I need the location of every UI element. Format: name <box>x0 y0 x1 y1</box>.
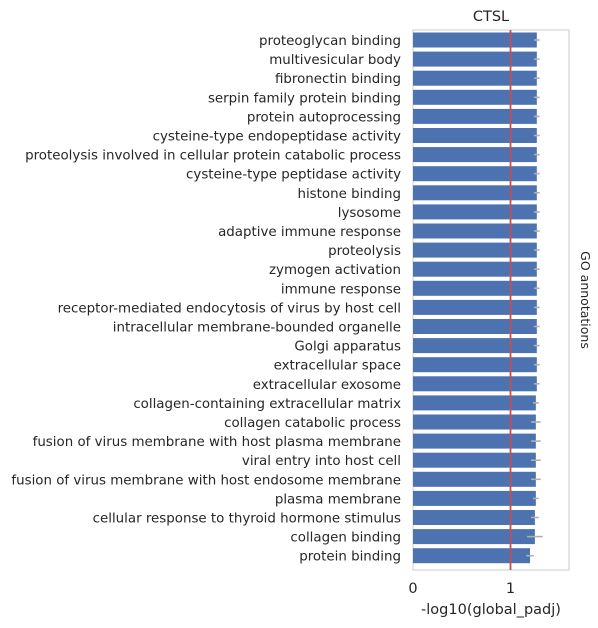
category-label: extracellular exosome <box>253 378 401 393</box>
bar <box>413 472 536 487</box>
bar <box>413 376 537 391</box>
bar <box>413 33 537 48</box>
side-label: GO annotations <box>578 251 593 349</box>
bar <box>413 434 536 449</box>
bar <box>413 319 537 334</box>
category-label: cysteine-type peptidase activity <box>186 168 401 183</box>
chart-title: CTSL <box>473 9 509 25</box>
category-label: receptor-mediated endocytosis of virus b… <box>58 301 401 316</box>
bar <box>413 262 537 277</box>
category-label: lysosome <box>338 206 401 221</box>
category-label: Golgi apparatus <box>294 340 401 355</box>
bar <box>413 243 537 258</box>
category-label: proteolysis involved in cellular protein… <box>25 149 401 164</box>
bar <box>413 281 537 296</box>
category-label: proteoglycan binding <box>259 34 401 49</box>
bar <box>413 109 537 124</box>
bar <box>413 491 536 506</box>
category-labels: proteoglycan binding multivesicular body f… <box>11 34 401 565</box>
bar <box>413 204 537 219</box>
category-label: histone binding <box>297 187 401 202</box>
bar <box>413 300 537 315</box>
x-tick-label: 1 <box>506 581 515 597</box>
bar <box>413 166 537 181</box>
category-label: collagen binding <box>290 531 401 546</box>
category-label: proteolysis <box>328 244 401 259</box>
bar <box>413 548 530 563</box>
category-label: fusion of virus membrane with host plasm… <box>33 435 401 450</box>
bar <box>413 453 536 468</box>
category-label: protein autoprocessing <box>247 110 401 125</box>
bar <box>413 529 535 544</box>
category-label: cellular response to thyroid hormone sti… <box>93 512 401 527</box>
bar <box>413 52 537 67</box>
x-tick-label: 0 <box>408 581 417 597</box>
category-label: cysteine-type endopeptidase activity <box>153 130 401 145</box>
bar <box>413 357 537 372</box>
bars-layer <box>413 33 537 564</box>
bar <box>413 415 536 430</box>
category-label: plasma membrane <box>275 492 401 507</box>
x-axis-label: -log10(global_padj) <box>421 602 561 618</box>
category-label: extracellular space <box>274 359 401 374</box>
category-label: adaptive immune response <box>218 225 401 240</box>
category-label: intracellular membrane-bounded organelle <box>113 321 401 336</box>
bar <box>413 338 537 353</box>
category-label: protein binding <box>299 550 401 565</box>
bar <box>413 90 537 105</box>
category-label: serpin family protein binding <box>208 91 401 106</box>
bar <box>413 128 537 143</box>
bar <box>413 147 537 162</box>
category-label: fibronectin binding <box>275 72 401 87</box>
bar <box>413 185 537 200</box>
category-label: collagen-containing extracellular matrix <box>133 397 401 412</box>
category-label: collagen catabolic process <box>224 416 401 431</box>
category-label: multivesicular body <box>269 53 401 68</box>
category-label: zymogen activation <box>269 263 401 278</box>
category-label: viral entry into host cell <box>242 454 401 469</box>
bar <box>413 395 536 410</box>
category-label: immune response <box>281 282 401 297</box>
category-label: fusion of virus membrane with host endos… <box>11 473 401 488</box>
bar <box>413 510 535 525</box>
bar <box>413 224 537 239</box>
bar <box>413 71 537 86</box>
